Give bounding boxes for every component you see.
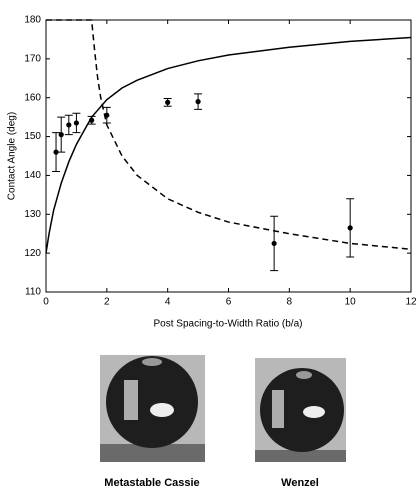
x-tick-label: 10 <box>345 297 357 308</box>
x-tick-label: 4 <box>165 297 171 308</box>
y-axis-label: Contact Angle (deg) <box>7 112 18 200</box>
caption: Metastable Cassie <box>104 477 199 489</box>
x-axis-label: Post Spacing-to-Width Ratio (b/a) <box>154 319 303 330</box>
photo-wenzel <box>255 358 346 462</box>
y-tick-label: 130 <box>24 209 41 220</box>
y-tick-label: 150 <box>24 131 41 142</box>
data-point <box>271 240 277 247</box>
data-point <box>104 112 110 118</box>
data-point <box>195 99 201 105</box>
photo-cassie <box>100 355 205 462</box>
x-tick-label: 0 <box>43 297 49 308</box>
y-tick-label: 160 <box>24 92 41 103</box>
data-point <box>58 132 64 138</box>
curve <box>45 36 412 254</box>
plot-frame <box>45 19 412 293</box>
x-tick-label: 2 <box>104 297 110 308</box>
y-tick-label: 140 <box>24 170 41 181</box>
x-tick-label: 8 <box>287 297 293 308</box>
data-point <box>66 122 72 128</box>
y-tick-label: 120 <box>24 248 41 259</box>
data-point <box>53 149 59 155</box>
data-point <box>347 225 353 231</box>
data-point <box>73 120 80 126</box>
y-tick-label: 110 <box>25 287 41 298</box>
curve <box>46 19 412 251</box>
y-tick-label: 180 <box>24 15 41 26</box>
caption: Wenzel <box>281 477 319 489</box>
data-point <box>89 117 95 123</box>
x-tick-label: 12 <box>405 297 417 308</box>
x-tick-label: 6 <box>226 297 232 308</box>
y-tick-label: 170 <box>24 53 41 64</box>
data-point <box>165 99 171 105</box>
